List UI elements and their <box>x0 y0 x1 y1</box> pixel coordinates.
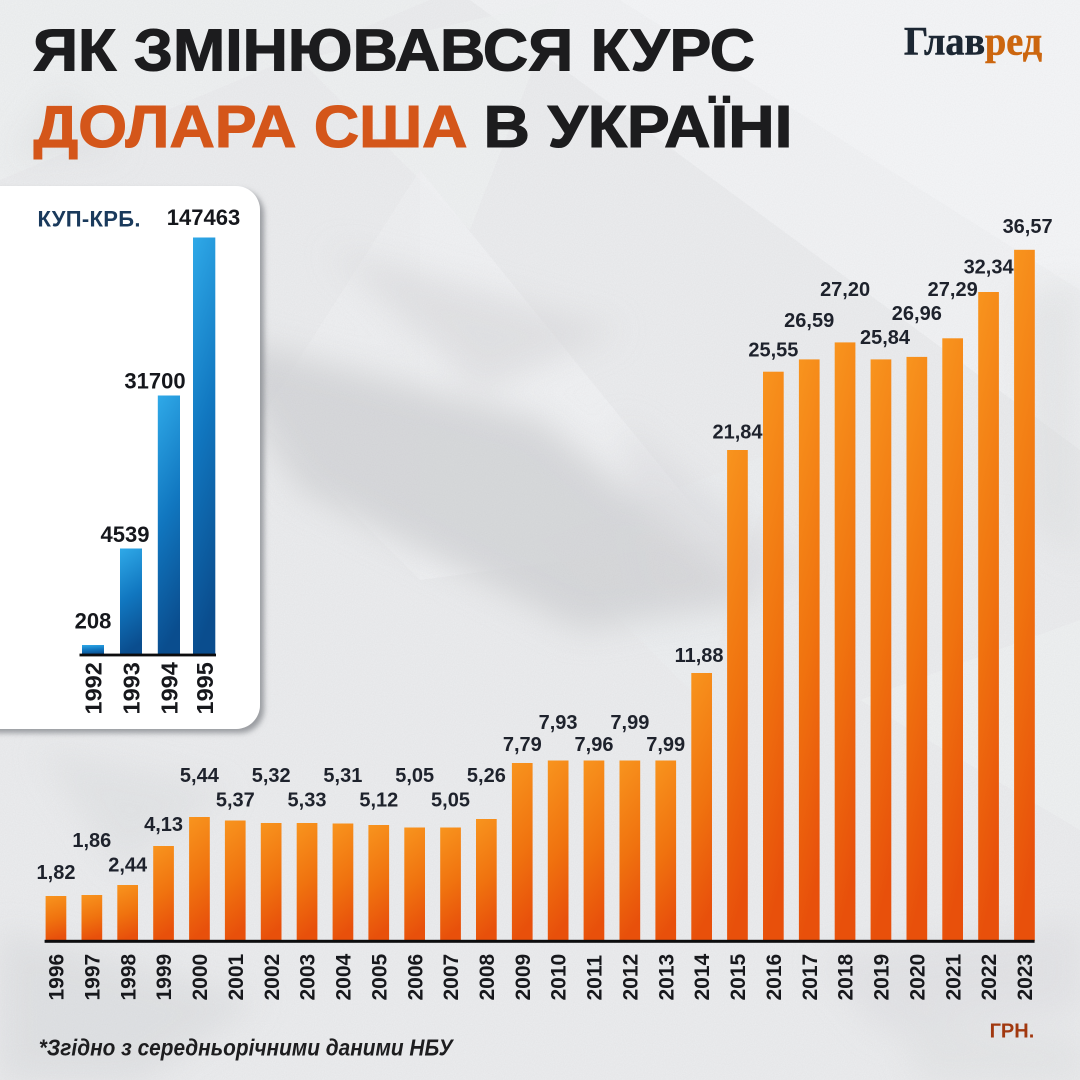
svg-text:2003: 2003 <box>297 954 320 1001</box>
svg-text:5,37: 5,37 <box>216 789 255 811</box>
svg-text:1,82: 1,82 <box>37 862 76 884</box>
svg-text:2002: 2002 <box>261 954 284 1001</box>
svg-text:1999: 1999 <box>153 954 176 1001</box>
svg-text:2008: 2008 <box>476 953 499 1000</box>
svg-text:2001: 2001 <box>225 953 248 1000</box>
svg-text:КУП-КРБ.: КУП-КРБ. <box>38 207 141 232</box>
svg-text:7,99: 7,99 <box>646 734 685 756</box>
svg-text:2011: 2011 <box>584 955 607 1001</box>
svg-text:ГРН.: ГРН. <box>990 1020 1035 1042</box>
svg-text:11,88: 11,88 <box>675 645 724 667</box>
svg-text:208: 208 <box>75 609 112 634</box>
svg-text:5,44: 5,44 <box>180 765 220 787</box>
svg-text:ДОЛАРА США: ДОЛАРА США <box>34 94 468 160</box>
svg-text:2013: 2013 <box>655 954 678 1001</box>
svg-text:2005: 2005 <box>368 953 391 1000</box>
svg-text:2007: 2007 <box>440 954 463 1001</box>
svg-text:1997: 1997 <box>81 954 104 1001</box>
svg-text:5,26: 5,26 <box>467 765 506 787</box>
svg-text:32,34: 32,34 <box>964 257 1015 279</box>
svg-text:5,33: 5,33 <box>288 789 327 811</box>
svg-text:2006: 2006 <box>404 954 427 1001</box>
svg-text:2017: 2017 <box>799 954 822 1001</box>
svg-text:2014: 2014 <box>691 953 714 1000</box>
svg-text:1998: 1998 <box>117 953 140 1000</box>
svg-text:5,05: 5,05 <box>431 789 470 811</box>
svg-text:1996: 1996 <box>46 954 69 1001</box>
svg-text:5,31: 5,31 <box>323 765 362 787</box>
svg-text:*Згідно з середньорічними дани: *Згідно з середньорічними даними НБУ <box>39 1034 455 1060</box>
svg-text:2009: 2009 <box>512 954 535 1001</box>
svg-text:2010: 2010 <box>548 954 571 1001</box>
svg-text:5,32: 5,32 <box>252 765 291 787</box>
svg-text:2019: 2019 <box>871 954 894 1001</box>
svg-text:31700: 31700 <box>124 369 185 394</box>
svg-text:2020: 2020 <box>906 954 929 1001</box>
svg-text:7,96: 7,96 <box>575 734 614 756</box>
svg-text:В УКРАЇНІ: В УКРАЇНІ <box>484 94 793 160</box>
svg-text:26,96: 26,96 <box>892 303 942 325</box>
svg-text:2,44: 2,44 <box>108 855 148 877</box>
svg-text:2022: 2022 <box>978 954 1001 1001</box>
svg-text:1,86: 1,86 <box>72 830 111 852</box>
svg-text:27,20: 27,20 <box>820 279 870 301</box>
svg-text:1994: 1994 <box>157 662 183 714</box>
svg-text:ЯК ЗМІНЮВАВСЯ КУРС: ЯК ЗМІНЮВАВСЯ КУРС <box>33 18 755 84</box>
svg-text:2000: 2000 <box>189 954 212 1001</box>
svg-text:2018: 2018 <box>835 953 858 1000</box>
svg-text:2021: 2021 <box>942 953 965 1000</box>
svg-text:21,84: 21,84 <box>712 422 763 444</box>
svg-text:2004: 2004 <box>333 953 356 1000</box>
svg-text:5,05: 5,05 <box>395 765 434 787</box>
svg-text:1995: 1995 <box>192 662 218 714</box>
svg-text:7,79: 7,79 <box>503 734 542 756</box>
svg-text:26,59: 26,59 <box>784 310 834 332</box>
svg-text:5,12: 5,12 <box>359 789 398 811</box>
svg-text:7,93: 7,93 <box>539 712 578 734</box>
svg-text:2015: 2015 <box>727 953 750 1000</box>
svg-text:7,99: 7,99 <box>610 712 649 734</box>
svg-text:25,84: 25,84 <box>860 327 911 349</box>
svg-text:36,57: 36,57 <box>1003 216 1053 238</box>
svg-text:147463: 147463 <box>167 205 240 230</box>
svg-text:2016: 2016 <box>763 954 786 1001</box>
svg-text:27,29: 27,29 <box>928 279 978 301</box>
svg-text:25,55: 25,55 <box>748 339 798 361</box>
svg-text:2012: 2012 <box>620 954 643 1001</box>
svg-text:1992: 1992 <box>81 662 107 714</box>
svg-text:2023: 2023 <box>1014 954 1037 1001</box>
svg-text:4539: 4539 <box>101 522 150 547</box>
svg-text:4,13: 4,13 <box>144 814 183 836</box>
svg-text:Главред: Главред <box>904 18 1042 63</box>
svg-text:1993: 1993 <box>119 662 145 714</box>
